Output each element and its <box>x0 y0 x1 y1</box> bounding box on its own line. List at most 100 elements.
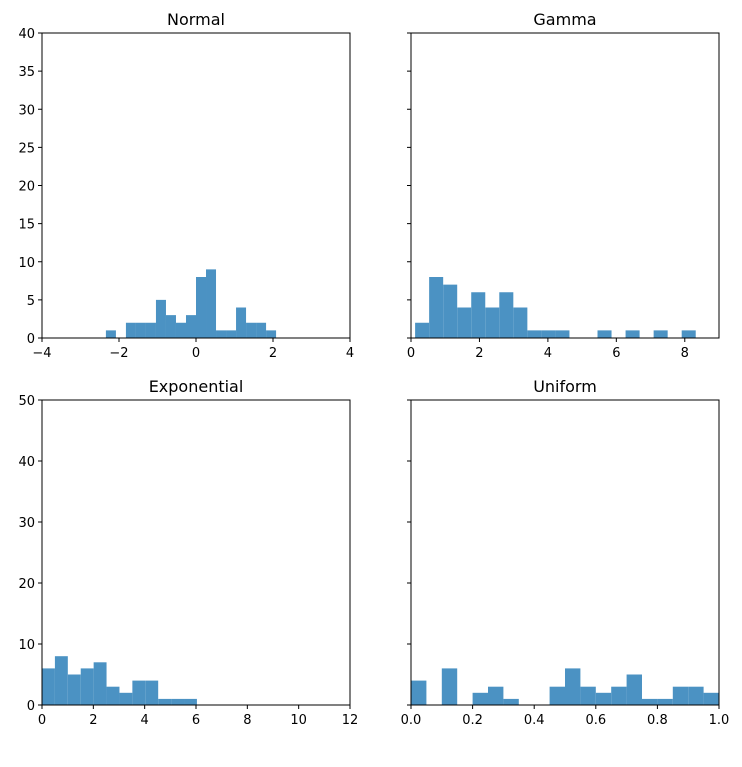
histogram-bar <box>703 692 719 705</box>
histogram-bar <box>541 330 556 338</box>
y-tick-label: 10 <box>18 256 35 271</box>
x-tick-label: 4 <box>141 713 149 728</box>
histogram-bar <box>672 686 689 705</box>
histogram-bar <box>206 269 217 338</box>
x-tick-label: 0.2 <box>462 713 483 728</box>
histogram-bar <box>657 698 673 705</box>
histogram-bar <box>158 698 172 705</box>
histogram-bar <box>555 330 570 338</box>
subplot-gamma: Gamma 0 2 4 6 8 <box>407 10 720 361</box>
x-tick-label: 0.8 <box>647 713 668 728</box>
histogram-bar <box>527 330 542 338</box>
histogram-bar <box>93 662 107 705</box>
histogram-bar <box>485 307 500 338</box>
histogram-bar <box>54 656 68 705</box>
histogram-bar <box>196 277 207 338</box>
histogram-bar <box>488 686 504 705</box>
x-tick-label: 8 <box>681 346 689 361</box>
axes-frame <box>410 399 720 706</box>
x-tick-label: −4 <box>32 346 51 361</box>
histogram-bar <box>415 322 430 338</box>
histogram-bar <box>681 330 696 338</box>
histogram-bar <box>625 330 640 338</box>
histogram-bar <box>155 299 166 338</box>
histogram-bar <box>145 322 156 338</box>
y-tick-label: 25 <box>18 141 35 156</box>
histogram-bar <box>429 277 444 338</box>
y-tick-label: 20 <box>18 180 35 195</box>
subplot-title: Normal <box>167 10 225 29</box>
subplot-uniform: Uniform 0.0 0.2 0.4 0.6 0.8 1.0 <box>401 377 730 728</box>
y-tick-label: 20 <box>18 577 35 592</box>
histogram-bar <box>266 330 277 338</box>
histogram-bar <box>226 330 237 338</box>
histogram-bar <box>653 330 668 338</box>
subplot-title: Exponential <box>149 377 244 396</box>
histogram-bar <box>472 692 488 705</box>
histogram-bar <box>185 315 196 338</box>
x-tick-label: 6 <box>192 713 200 728</box>
histogram-bar <box>256 322 267 338</box>
histogram-bar <box>595 692 612 705</box>
histogram-bar <box>184 698 197 705</box>
subplot-title: Uniform <box>533 377 597 396</box>
histogram-bar <box>471 292 486 338</box>
x-tick-label: 12 <box>342 713 359 728</box>
y-tick-label: 50 <box>18 394 35 409</box>
histogram-bar <box>236 307 247 338</box>
x-tick-label: 1.0 <box>709 713 730 728</box>
x-tick-label: 0.6 <box>585 713 606 728</box>
histogram-bar <box>171 698 185 705</box>
y-tick-label: 10 <box>18 638 35 653</box>
histogram-bar <box>513 307 528 338</box>
histogram-bar <box>441 668 458 705</box>
histogram-bar <box>457 307 472 338</box>
histogram-bar <box>688 686 704 705</box>
histogram-bar <box>125 322 136 338</box>
histogram-bar <box>499 292 514 338</box>
histogram-bar <box>216 330 227 338</box>
histogram-bar <box>145 680 159 705</box>
x-tick-label: 10 <box>290 713 307 728</box>
y-tick-label: 40 <box>18 27 35 42</box>
y-tick-label: 5 <box>27 294 35 309</box>
y-tick-label: 30 <box>18 516 35 531</box>
y-tick-label: 0 <box>27 699 35 714</box>
y-tick-label: 30 <box>18 103 35 118</box>
histogram-bar <box>175 322 186 338</box>
x-tick-label: 0 <box>407 346 415 361</box>
histogram-bar <box>626 674 642 705</box>
x-tick-label: 2 <box>89 713 97 728</box>
histogram-bar <box>549 686 565 705</box>
y-tick-label: 15 <box>18 218 35 233</box>
y-tick-label: 35 <box>18 65 35 80</box>
x-tick-label: 0.4 <box>524 713 545 728</box>
x-tick-label: 0 <box>192 346 200 361</box>
histogram-bar <box>580 686 596 705</box>
histogram-bar <box>67 674 81 705</box>
histogram-bar <box>80 668 94 705</box>
histogram-bar <box>135 322 146 338</box>
histogram-bar <box>443 284 458 338</box>
y-tick-label: 40 <box>18 455 35 470</box>
y-tick-label: 0 <box>27 332 35 347</box>
axes-frame <box>41 399 351 706</box>
subplot-exponential: Exponential 0 2 4 6 8 10 12 0 10 20 30 40 50 <box>18 377 358 728</box>
x-tick-label: 6 <box>612 346 620 361</box>
x-tick-label: 0 <box>38 713 46 728</box>
histogram-bar <box>246 322 257 338</box>
x-tick-label: 2 <box>269 346 277 361</box>
x-tick-label: 4 <box>346 346 354 361</box>
x-tick-label: −2 <box>109 346 128 361</box>
subplot-title: Gamma <box>533 10 596 29</box>
axes-frame <box>410 32 720 339</box>
histogram-bar <box>411 680 427 705</box>
histogram-bar <box>597 330 612 338</box>
histogram-bar <box>503 698 519 705</box>
histogram-bar <box>132 680 146 705</box>
histogram-bar <box>119 692 133 705</box>
x-tick-label: 0.0 <box>401 713 422 728</box>
histogram-bar <box>105 330 116 338</box>
